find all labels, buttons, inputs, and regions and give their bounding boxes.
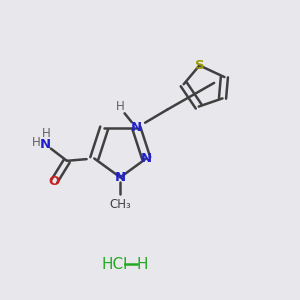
- Text: H: H: [32, 136, 40, 148]
- Text: O: O: [49, 175, 60, 188]
- Text: CH₃: CH₃: [110, 198, 131, 211]
- Text: H: H: [42, 127, 51, 140]
- Text: N: N: [115, 171, 126, 184]
- Text: H: H: [137, 257, 148, 272]
- Text: H: H: [116, 100, 124, 113]
- Text: N: N: [141, 152, 152, 165]
- Text: S: S: [195, 59, 204, 72]
- Text: N: N: [40, 138, 51, 151]
- Text: HCl: HCl: [101, 257, 128, 272]
- Text: N: N: [131, 122, 142, 134]
